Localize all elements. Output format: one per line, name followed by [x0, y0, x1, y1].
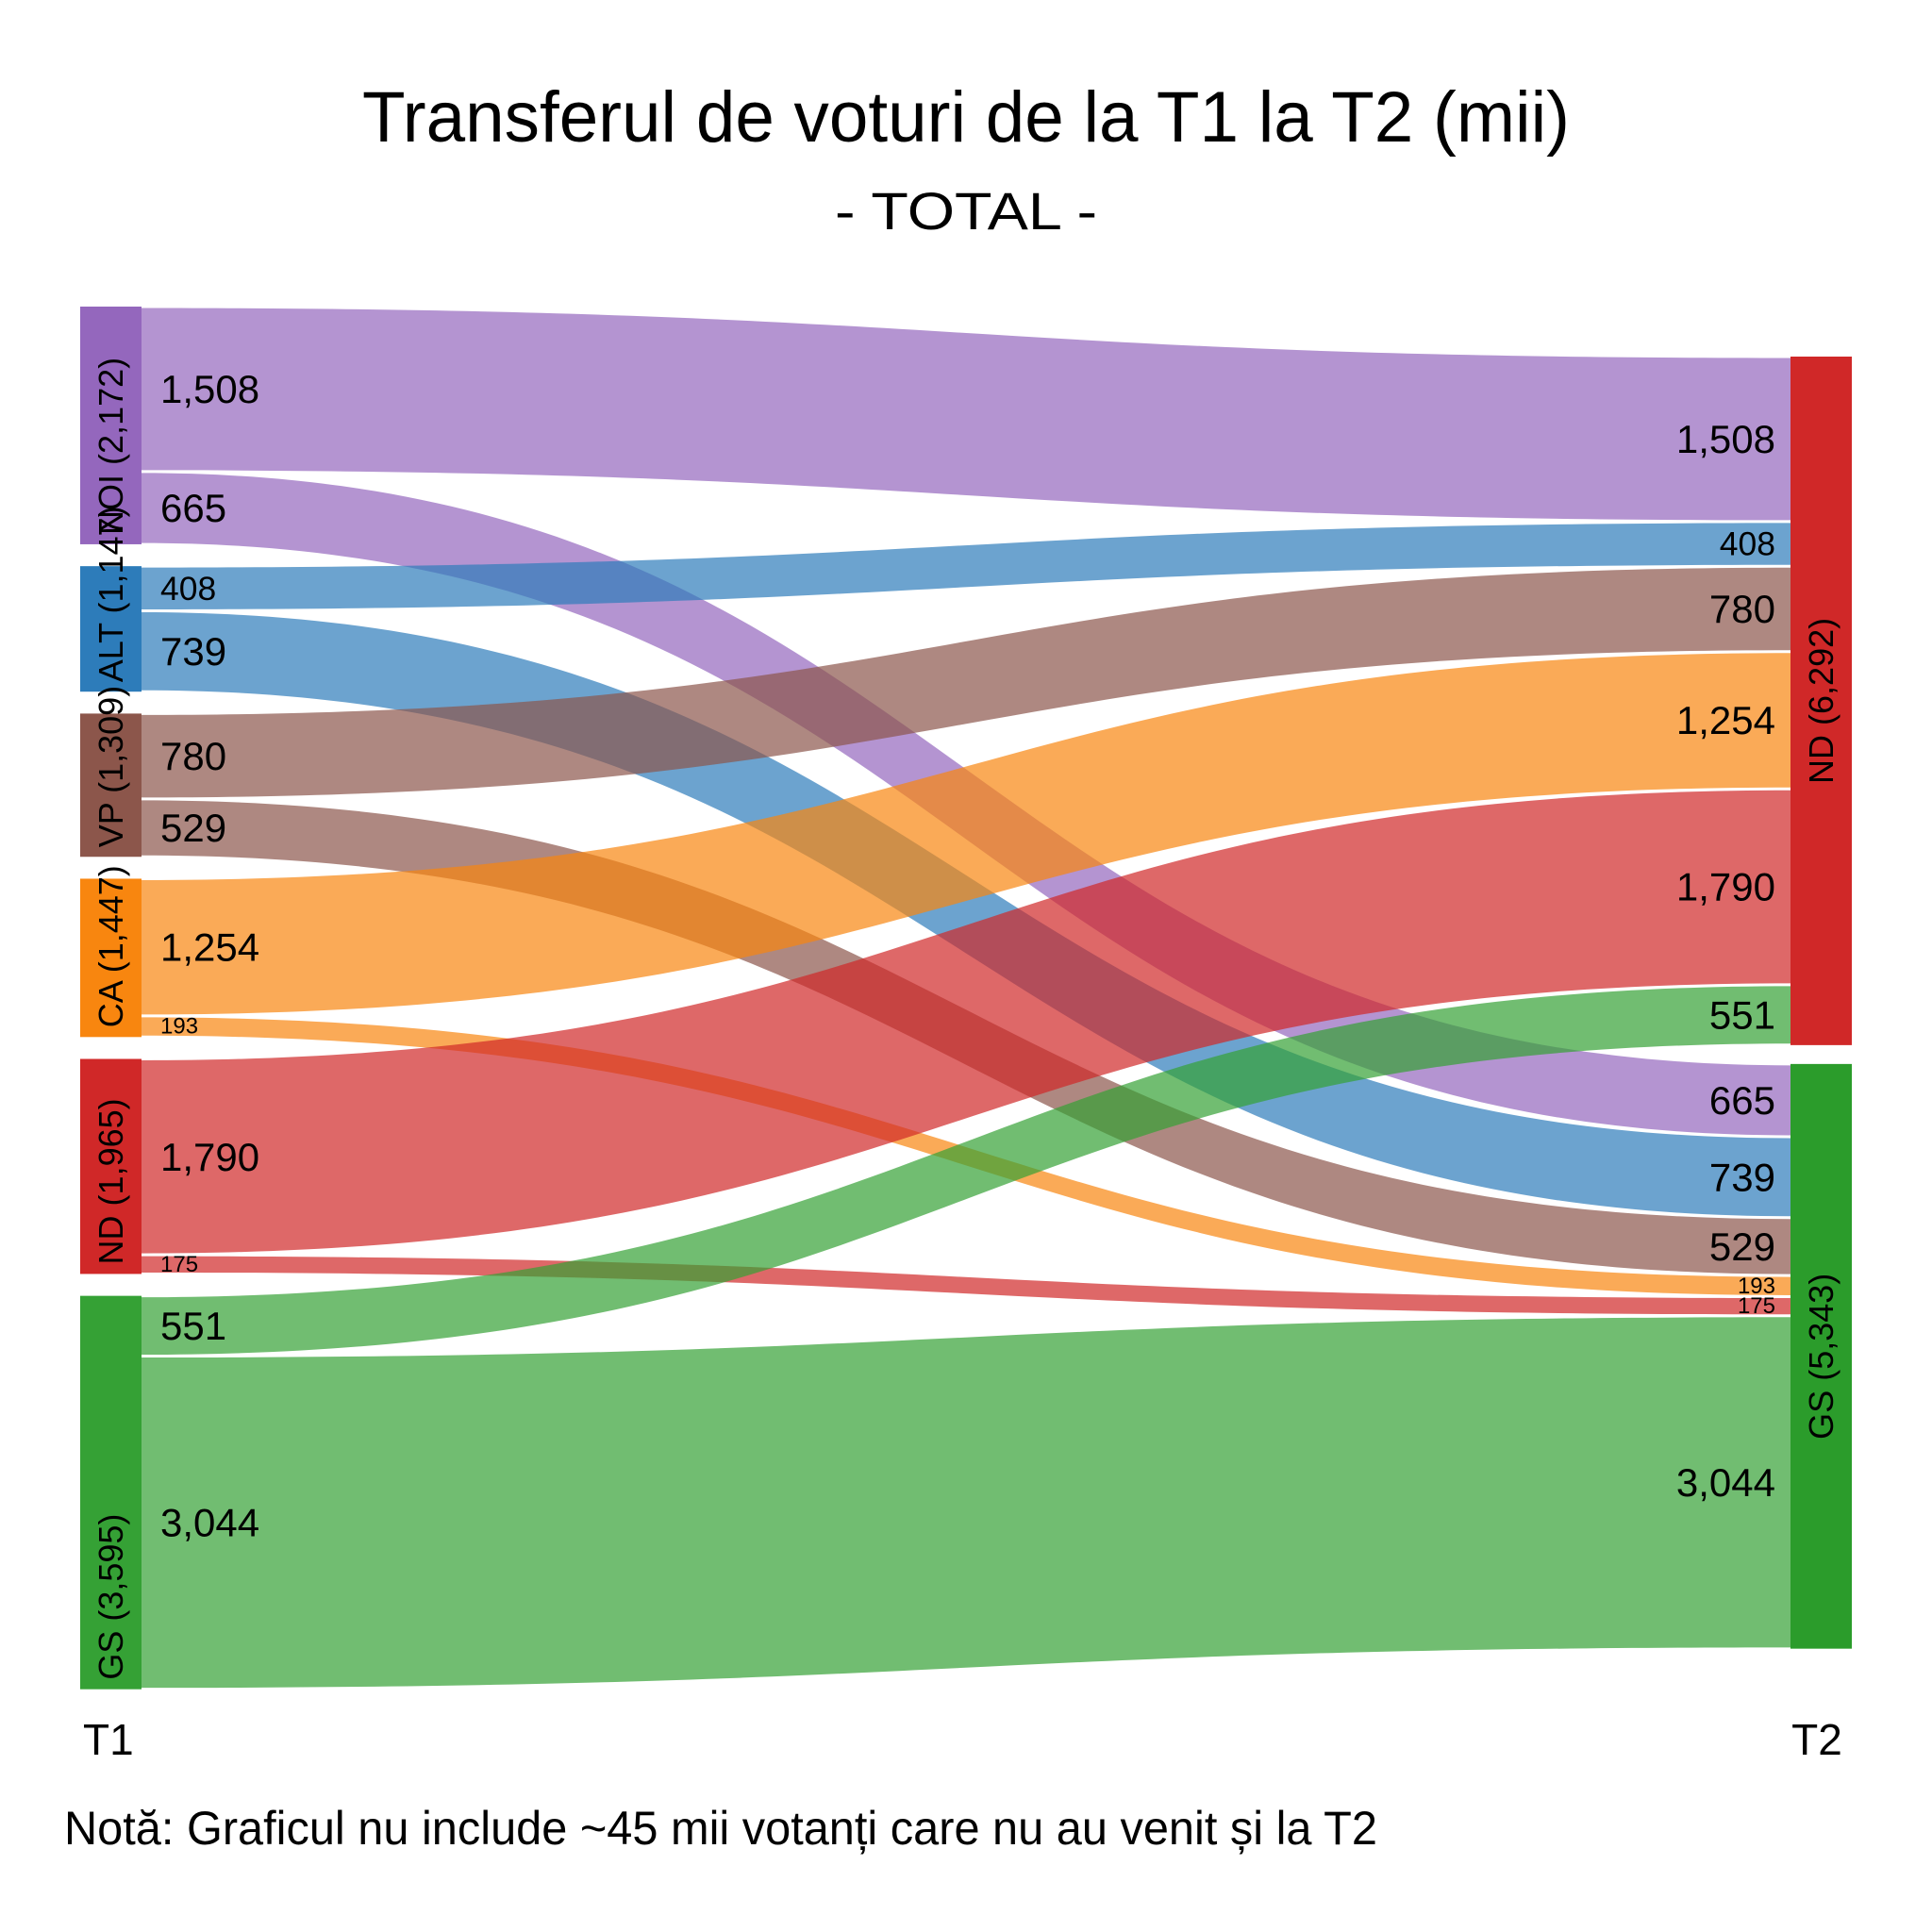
flow-value-right-VP-ND: 780	[1709, 587, 1775, 631]
node-right-ND	[1790, 357, 1852, 1045]
flow-value-right-NOI-GS: 665	[1709, 1078, 1775, 1123]
node-left-NOI	[80, 307, 142, 544]
flow-value-right-ALT-ND: 408	[1720, 525, 1775, 563]
t1-axis-label: T1	[83, 1715, 134, 1764]
node-left-ND	[80, 1058, 142, 1274]
flow-value-right-ALT-GS: 739	[1709, 1155, 1775, 1199]
t2-axis-label: T2	[1791, 1715, 1842, 1764]
flow-value-left-VP-ND: 780	[160, 734, 226, 778]
flow-ND-ND	[142, 790, 1790, 1254]
node-label-left-ND: ND (1,965)	[92, 1098, 130, 1264]
flow-value-labels: 1,508 1,508 665 665 408 408 739 739 780 780 529 529…	[160, 367, 1775, 1545]
flow-ALT-GS	[142, 611, 1790, 1217]
flow-value-right-VP-GS: 529	[1709, 1224, 1775, 1269]
flow-VP-ND	[142, 567, 1790, 798]
node-label-left-NOI: NOI (2,172)	[92, 358, 130, 535]
chart-subtitle: - TOTAL -	[835, 181, 1097, 241]
flow-value-right-GS-GS: 3,044	[1676, 1460, 1775, 1505]
node-left-CA	[80, 878, 142, 1038]
sankey-flows	[142, 308, 1790, 1689]
node-label-left-VP: VP (1,309)	[92, 686, 130, 847]
flow-value-right-ND-ND: 1,790	[1676, 865, 1775, 909]
flow-value-right-ND-GS: 175	[1738, 1293, 1775, 1319]
node-left-GS	[80, 1295, 142, 1690]
chart-title: Transferul de voturi de la T1 la T2 (mii…	[362, 77, 1570, 158]
flow-value-left-NOI-ND: 1,508	[160, 367, 259, 411]
flow-value-left-GS-ND: 551	[160, 1304, 226, 1348]
flow-GS-ND	[142, 986, 1790, 1356]
node-left-ALT	[80, 566, 142, 692]
flow-value-left-NOI-GS: 665	[160, 486, 226, 530]
flow-NOI-ND	[142, 308, 1790, 521]
flow-value-left-CA-ND: 1,254	[160, 925, 259, 970]
flow-value-left-ALT-GS: 739	[160, 629, 226, 674]
flow-value-right-NOI-ND: 1,508	[1676, 417, 1775, 461]
node-label-right-GS: GS (5,343)	[1802, 1274, 1840, 1440]
node-label-left-GS: GS (3,595)	[92, 1514, 130, 1680]
sankey-nodes	[80, 307, 1852, 1690]
flow-CA-ND	[142, 653, 1790, 1015]
node-label-left-CA: CA (1,447)	[92, 865, 130, 1027]
node-label-left-ALT: ALT (1,147)	[92, 506, 130, 682]
flow-value-right-GS-ND: 551	[1709, 992, 1775, 1037]
flow-ALT-ND	[142, 523, 1790, 609]
flow-value-left-ND-ND: 1,790	[160, 1135, 259, 1179]
flow-value-left-GS-GS: 3,044	[160, 1501, 259, 1545]
flow-value-right-CA-ND: 1,254	[1676, 698, 1775, 742]
flow-value-left-VP-GS: 529	[160, 806, 226, 850]
flow-value-left-ND-GS: 175	[160, 1252, 198, 1277]
node-labels: NOI (2,172)ALT (1,147) VP (1,309) CA (1,44…	[92, 358, 1840, 1680]
node-right-GS	[1790, 1063, 1852, 1649]
flow-value-left-ALT-ND: 408	[160, 570, 216, 608]
footnote: Notă: Graficul nu include ~45 mii votanț…	[64, 1802, 1377, 1855]
flow-GS-GS	[142, 1317, 1790, 1689]
node-left-VP	[80, 713, 142, 858]
flow-value-left-CA-GS: 193	[160, 1014, 198, 1040]
node-label-right-ND: ND (6,292)	[1802, 618, 1840, 784]
flow-value-right-CA-GS: 193	[1738, 1274, 1775, 1299]
